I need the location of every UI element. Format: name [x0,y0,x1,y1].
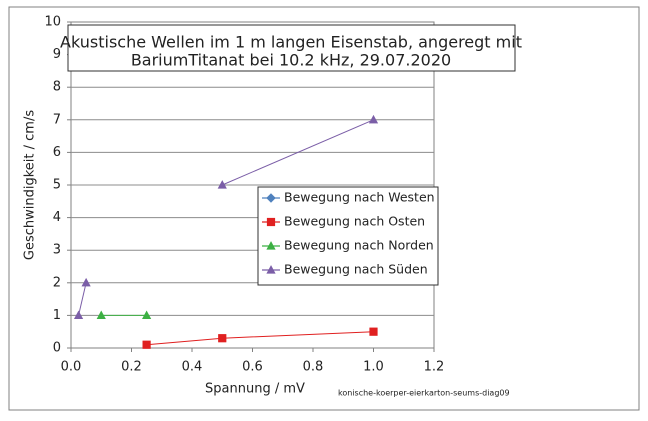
x-tick-label: 0.2 [121,360,142,375]
data-point [81,277,91,287]
data-point [218,334,227,343]
y-tick-label: 2 [53,275,61,290]
y-axis-title: Geschwindigkeit / cm/s [23,110,38,260]
data-point [368,114,379,124]
legend: Bewegung nach Westen Bewegung nach Osten B… [257,186,439,286]
title-box-border [67,24,516,72]
legend-label: Bewegung nach Osten [284,214,425,229]
y-tick-label: 6 [53,145,61,160]
legend-entry: Bewegung nach Süden [262,262,428,277]
data-point [73,310,84,320]
legend-swatch-marker [266,217,276,227]
chart-title-line-1: Akustische Wellen im 1 m langen Eisensta… [60,33,522,52]
data-point [217,180,227,189]
data-point [96,310,106,320]
series-layer [73,114,379,349]
series-3 [73,114,379,320]
data-point [369,327,378,336]
legend-label: Bewegung nach Westen [284,190,435,205]
x-tick-label: 1.0 [363,360,384,375]
legend-swatch-marker [266,193,276,203]
legend-label: Bewegung nach Süden [284,262,428,277]
chart-credit: konische-koerper-eierkarton-seums-diag09 [338,389,510,398]
y-tick-label: 3 [53,243,61,258]
x-tick-label: 0.4 [182,360,203,375]
legend-entry: Bewegung nach Osten [262,214,425,229]
x-axis-title: Spannung / mV [205,382,305,397]
y-tick-label: 4 [53,210,61,225]
y-tick-label: 10 [44,15,61,30]
data-point [142,340,151,349]
chart-title-line-2: BariumTitanat bei 10.2 kHz, 29.07.2020 [131,51,451,70]
x-tick-label: 1.2 [424,360,445,375]
legend-entry: Bewegung nach Norden [262,238,434,253]
chart-title-box: Akustische Wellen im 1 m langen Eisensta… [60,24,522,72]
y-tick-label: 0 [53,341,61,356]
x-tick-label: 0.0 [61,360,82,375]
x-tick-label: 0.8 [303,360,324,375]
legend-border [257,186,439,286]
legend-label: Bewegung nach Norden [284,238,434,253]
y-tick-label: 7 [53,112,61,127]
tick-label-layer: 0 1 2 3 4 5 6 7 8 9 10 0.0 0.2 0.4 0.6 0.8 1.0 1.2 [44,15,444,375]
y-tick-label: 8 [53,80,61,95]
series-2 [96,310,152,320]
series-line [222,119,374,186]
legend-entry: Bewegung nach Westen [262,190,435,205]
series-line [78,282,87,316]
data-point [142,310,152,320]
y-tick-label: 9 [53,47,61,62]
x-tick-label: 0.6 [242,360,263,375]
legend-swatch-marker [266,241,276,250]
series-1 [142,327,378,349]
y-tick-label: 1 [53,308,61,323]
y-tick-label: 5 [53,178,61,193]
legend-swatch-marker [266,265,276,274]
